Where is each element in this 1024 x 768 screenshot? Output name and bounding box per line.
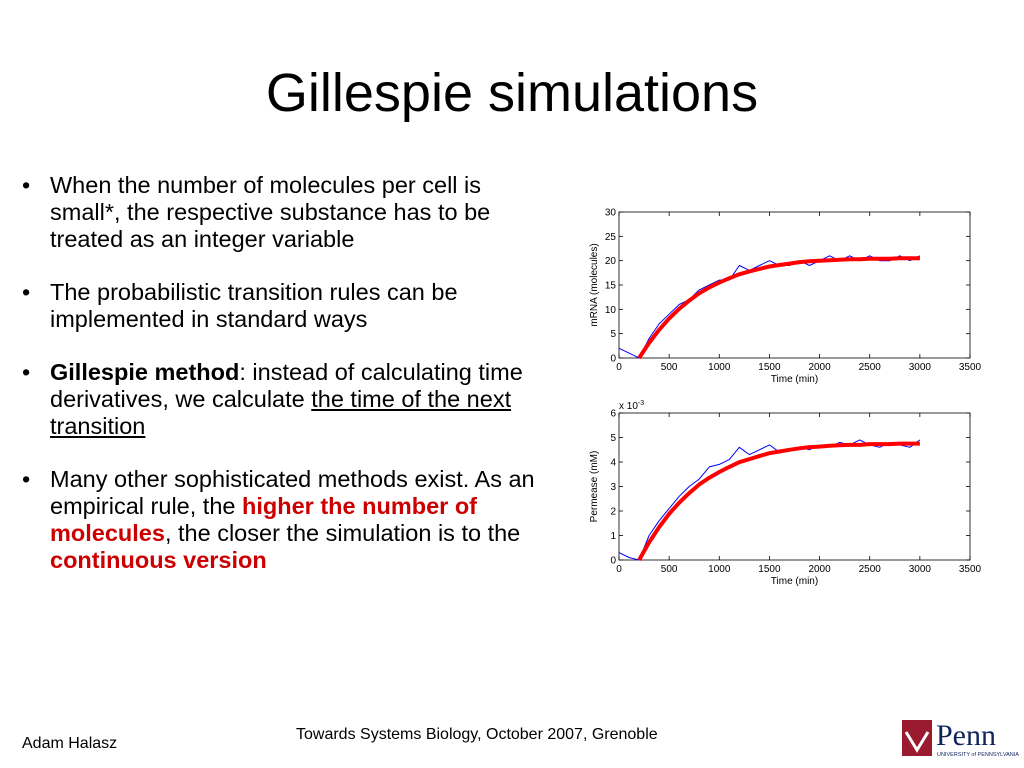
y-tick-label: 5: [610, 329, 616, 340]
text-run: , the closer the simulation is to the: [164, 520, 521, 546]
x-axis-label: Time (min): [771, 576, 818, 587]
y-scale-label: x 10-3: [619, 400, 644, 412]
x-tick-label: 2500: [859, 564, 882, 575]
plot-area: [618, 412, 971, 561]
data-line: [618, 255, 921, 359]
y-scale-base: x 10: [619, 401, 638, 412]
x-axis-label: Time (min): [771, 374, 818, 385]
text-run: When the number of molecules per cell is…: [50, 172, 491, 252]
x-tick-label: 2000: [808, 362, 831, 373]
x-tick-label: 3500: [959, 362, 982, 373]
x-tick-label: 2000: [808, 564, 831, 575]
bullet-list: When the number of molecules per cell is…: [22, 172, 552, 600]
y-tick-label: 4: [610, 458, 616, 469]
x-tick-label: 0: [616, 564, 622, 575]
text-run: the time of the next transition: [50, 386, 512, 439]
y-tick-label: 25: [605, 232, 617, 243]
plot-area: [618, 211, 971, 359]
logo: Penn UNIVERSITY of PENNSYLVANIA: [902, 719, 1019, 758]
y-tick-label: 0: [610, 556, 616, 567]
y-tick-label: 2: [610, 507, 616, 518]
slide-title: Gillespie simulations: [265, 63, 759, 123]
y-scale-exponent: -3: [638, 400, 644, 407]
text-run: : instead of calculating time derivative…: [50, 359, 523, 412]
x-tick-label: 3000: [909, 362, 932, 373]
x-tick-label: 3000: [909, 564, 932, 575]
y-tick-label: 10: [605, 305, 617, 316]
logo-text: Penn: [936, 719, 996, 752]
logo-chevron: [904, 731, 930, 753]
bullet: The probabilistic transition rules can b…: [22, 279, 552, 333]
bullet: When the number of molecules per cell is…: [22, 172, 552, 253]
author: Adam Halasz: [22, 735, 118, 752]
x-tick-label: 1000: [708, 564, 731, 575]
text-run: higher the number of molecules: [50, 493, 477, 546]
text-run: Many other sophisticated methods exist. …: [50, 466, 535, 519]
y-tick-label: 0: [610, 354, 616, 365]
y-tick-label: 1: [610, 531, 616, 542]
y-axis-label: Permease (mM): [589, 451, 600, 523]
x-tick-label: 1500: [758, 362, 781, 373]
x-tick-label: 3500: [959, 564, 982, 575]
logo-subtext: UNIVERSITY of PENNSYLVANIA: [937, 752, 1019, 758]
y-tick-label: 6: [610, 409, 616, 420]
text-run: The probabilistic transition rules can b…: [50, 279, 458, 332]
y-tick-label: 15: [605, 281, 617, 292]
x-tick-label: 1500: [758, 564, 781, 575]
x-tick-label: 1000: [708, 362, 731, 373]
data-line: [637, 256, 920, 360]
data-line: [637, 441, 920, 561]
bullet: Many other sophisticated methods exist. …: [22, 466, 552, 574]
event: Towards Systems Biology, October 2007, G…: [296, 726, 658, 743]
text-run: Gillespie method: [50, 359, 240, 385]
bullet: Gillespie method: instead of calculating…: [22, 359, 552, 440]
text-run: continuous version: [50, 547, 267, 573]
x-tick-label: 0: [616, 362, 622, 373]
y-tick-label: 30: [605, 208, 617, 219]
y-axis-label: mRNA (molecules): [589, 243, 600, 326]
data-line: [618, 439, 921, 561]
x-tick-label: 500: [661, 362, 678, 373]
x-tick-label: 500: [661, 564, 678, 575]
y-tick-label: 3: [610, 482, 616, 493]
y-tick-label: 5: [610, 433, 616, 444]
y-tick-label: 20: [605, 256, 617, 267]
x-tick-label: 2500: [859, 362, 882, 373]
